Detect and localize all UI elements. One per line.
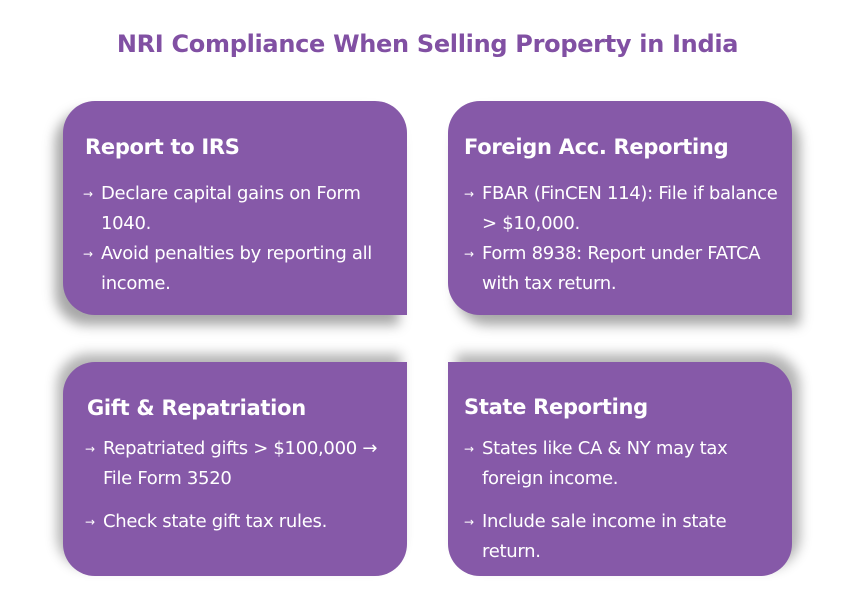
card-gift-repatriation: Gift & Repatriation → Repatriated gifts >… [63, 362, 407, 576]
arrow-icon: → [83, 187, 93, 201]
arrow-icon: → [464, 187, 474, 201]
arrow-icon: → [83, 247, 93, 261]
card-foreign-account-reporting: Foreign Acc. Reporting → FBAR (FinCEN 114… [448, 101, 792, 315]
arrow-icon: → [85, 515, 95, 529]
card-state-reporting: State Reporting → States like CA & NY may… [448, 362, 792, 576]
list-item: → Check state gift tax rules. [85, 507, 401, 537]
arrow-icon: → [464, 247, 474, 261]
list-item: → FBAR (FinCEN 114): File if balance > $1… [464, 179, 786, 239]
page-title: NRI Compliance When Selling Property in … [116, 30, 739, 58]
list-item: → Declare capital gains on Form 1040. [83, 179, 401, 239]
list-item: → Repatriated gifts > $100,000 → File For… [85, 434, 401, 494]
arrow-icon: → [464, 442, 474, 456]
list-item: → Form 8938: Report under FATCA with tax … [464, 239, 786, 299]
card-title: State Reporting [464, 395, 648, 419]
card-title: Gift & Repatriation [87, 396, 306, 420]
list-item: → Avoid penalties by reporting all income… [83, 239, 401, 299]
arrow-icon: → [464, 515, 474, 529]
arrow-icon: → [85, 442, 95, 456]
list-item: → States like CA & NY may tax foreign inc… [464, 434, 786, 494]
card-title: Foreign Acc. Reporting [464, 135, 729, 159]
card-report-to-irs: Report to IRS → Declare capital gains on … [63, 101, 407, 315]
list-item: → Include sale income in state return. [464, 507, 786, 567]
card-title: Report to IRS [85, 135, 240, 159]
